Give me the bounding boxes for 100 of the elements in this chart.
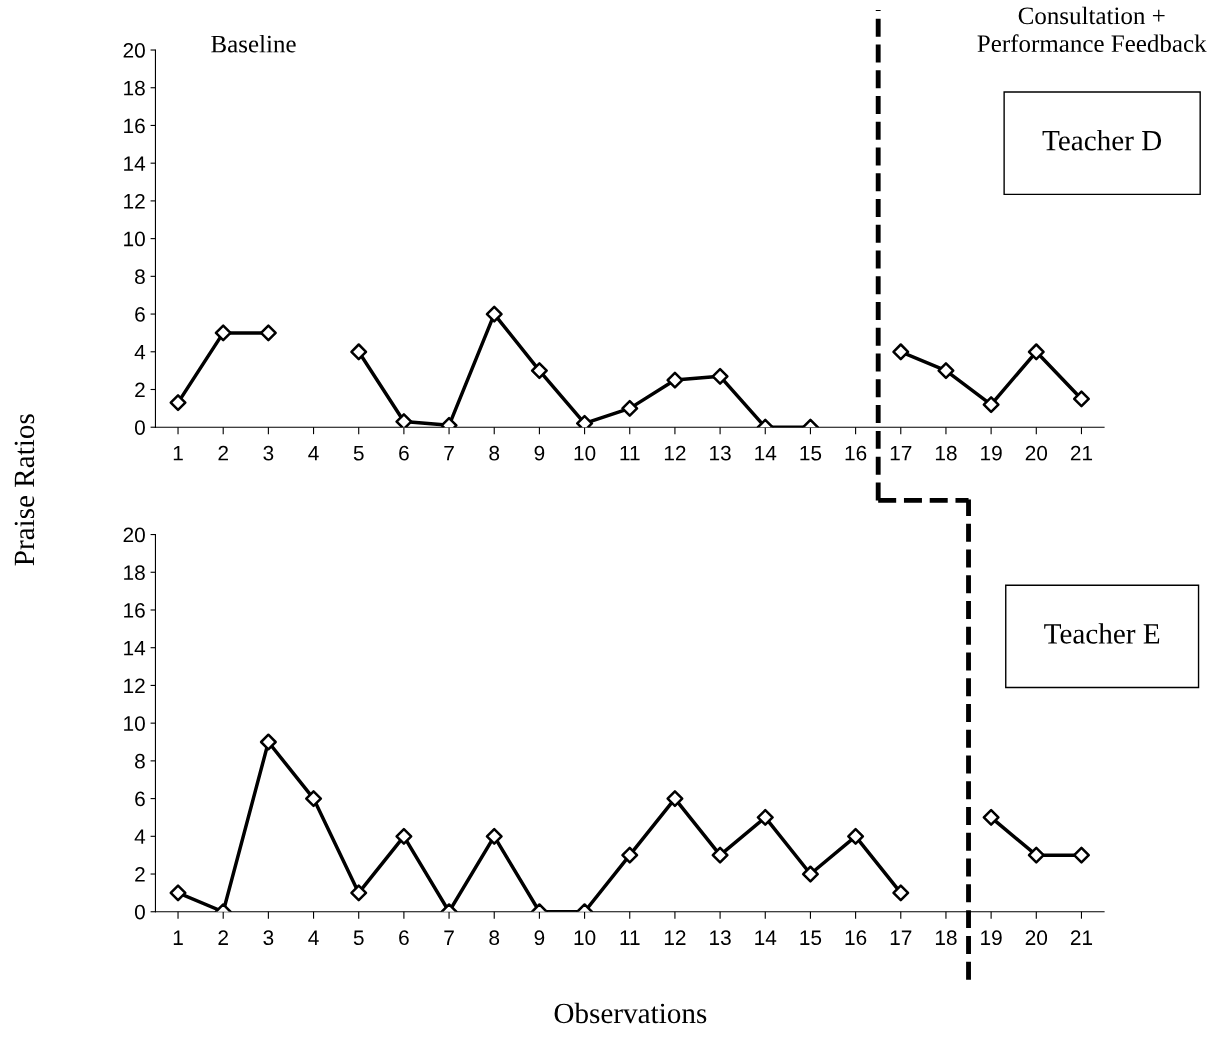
point	[485, 827, 503, 845]
point	[847, 827, 865, 845]
x-tick-label: 6	[399, 930, 409, 946]
point	[801, 865, 819, 883]
x-tick-label: 13	[710, 930, 731, 946]
point	[576, 414, 594, 428]
x-tick-label: 5	[353, 930, 364, 946]
x-tick-label: 15	[800, 446, 822, 461]
point	[169, 394, 187, 412]
point	[1027, 343, 1045, 361]
x-tick-label: 2	[218, 445, 228, 461]
point	[982, 396, 1000, 414]
y-tick-label: 20	[123, 43, 145, 58]
x-tick-label: 5	[353, 446, 364, 461]
x-tick-label: 3	[263, 930, 274, 946]
x-tick-label: 13	[710, 445, 731, 461]
point	[892, 884, 910, 902]
point	[350, 343, 368, 361]
y-tick-label: 4	[134, 345, 146, 360]
x-tick-label: 1	[173, 930, 183, 945]
x-tick-label: 21	[1070, 445, 1093, 461]
x-tick-label: 14	[755, 930, 777, 945]
point	[1027, 846, 1045, 864]
x-tick-label: 11	[620, 930, 640, 945]
x-tick-label: 3	[263, 445, 274, 461]
point	[395, 827, 413, 845]
y-tick-label: 14	[124, 640, 146, 656]
y-tick-label: 4	[134, 829, 146, 844]
y-tick-label: 18	[124, 80, 145, 96]
x-tick-label: 12	[664, 930, 686, 945]
x-tick-label: 7	[444, 446, 454, 461]
x-tick-label: 2	[218, 930, 228, 945]
x-tick-label: 4	[308, 930, 319, 945]
point	[666, 790, 684, 808]
point	[530, 362, 548, 380]
x-tick-label: 9	[534, 930, 545, 946]
x-axis-title: Observations	[554, 1002, 707, 1024]
point	[214, 324, 232, 342]
annotation: Baseline	[211, 34, 296, 53]
x-tick-label: 8	[489, 445, 500, 461]
x-tick-label: 15	[800, 930, 822, 946]
annotation: Teacher D	[1042, 129, 1162, 151]
x-tick-label: 7	[444, 930, 454, 945]
point	[756, 808, 774, 826]
point	[259, 324, 277, 342]
y-tick-label: 2	[135, 382, 145, 398]
point	[621, 846, 639, 864]
x-tick-label: 6	[399, 445, 409, 461]
point	[711, 367, 729, 385]
point	[1072, 846, 1090, 864]
point	[982, 808, 1000, 826]
point	[711, 846, 729, 864]
x-tick-label: 20	[1025, 930, 1048, 946]
y-tick-label: 0	[134, 904, 145, 920]
point	[305, 790, 323, 808]
point	[169, 884, 187, 902]
y-tick-label: 8	[135, 269, 145, 285]
y-tick-label: 16	[124, 118, 145, 134]
y-axis-title: Praise Ratios	[14, 414, 35, 566]
y-tick-label: 12	[124, 678, 145, 693]
point	[1072, 390, 1090, 408]
point	[666, 371, 684, 389]
y-tick-label: 20	[123, 527, 145, 543]
annotation: Consultation + Performance Feedback	[977, 6, 1207, 53]
y-tick-label: 8	[135, 753, 145, 769]
x-tick-label: 9	[534, 445, 545, 461]
y-tick-label: 10	[124, 231, 145, 247]
y-tick-label: 14	[124, 156, 146, 171]
x-tick-label: 21	[1070, 930, 1093, 945]
y-tick-label: 6	[135, 791, 145, 807]
point	[937, 362, 955, 380]
y-tick-label: 2	[135, 867, 145, 882]
y-tick-label: 6	[135, 307, 145, 322]
x-tick-label: 8	[489, 930, 500, 946]
x-tick-label: 20	[1025, 445, 1048, 461]
x-tick-label: 19	[981, 445, 1002, 461]
y-tick-label: 12	[124, 193, 145, 209]
x-tick-label: 11	[620, 446, 640, 461]
x-tick-label: 1	[173, 446, 183, 461]
x-tick-label: 18	[935, 445, 957, 461]
annotation: Teacher E	[1044, 623, 1160, 644]
x-tick-label: 19	[981, 930, 1002, 946]
x-tick-label: 12	[664, 445, 686, 461]
y-tick-label: 16	[124, 602, 145, 618]
point	[395, 413, 413, 428]
point	[621, 399, 639, 417]
y-tick-label: 10	[124, 716, 145, 731]
x-tick-label: 14	[755, 446, 777, 461]
x-tick-label: 10	[574, 445, 596, 461]
y-tick-label: 18	[124, 565, 145, 581]
x-tick-label: 10	[574, 930, 596, 946]
x-tick-label: 18	[935, 930, 957, 946]
point	[485, 305, 503, 323]
x-tick-label: 17	[890, 446, 912, 461]
point	[350, 884, 368, 902]
point	[259, 733, 277, 751]
x-tick-label: 4	[308, 446, 319, 461]
y-tick-label: 0	[134, 420, 145, 435]
point	[892, 343, 910, 361]
x-tick-label: 16	[845, 445, 867, 461]
